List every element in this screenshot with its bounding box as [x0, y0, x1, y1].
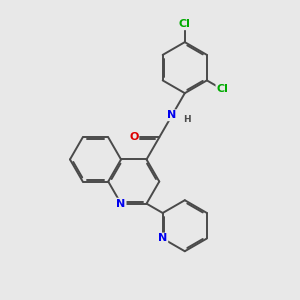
Text: N: N — [167, 110, 177, 120]
Text: Cl: Cl — [179, 19, 191, 29]
Text: O: O — [129, 132, 139, 142]
Text: Cl: Cl — [216, 84, 228, 94]
Text: H: H — [183, 115, 191, 124]
Text: N: N — [116, 199, 126, 208]
Text: N: N — [158, 233, 167, 244]
